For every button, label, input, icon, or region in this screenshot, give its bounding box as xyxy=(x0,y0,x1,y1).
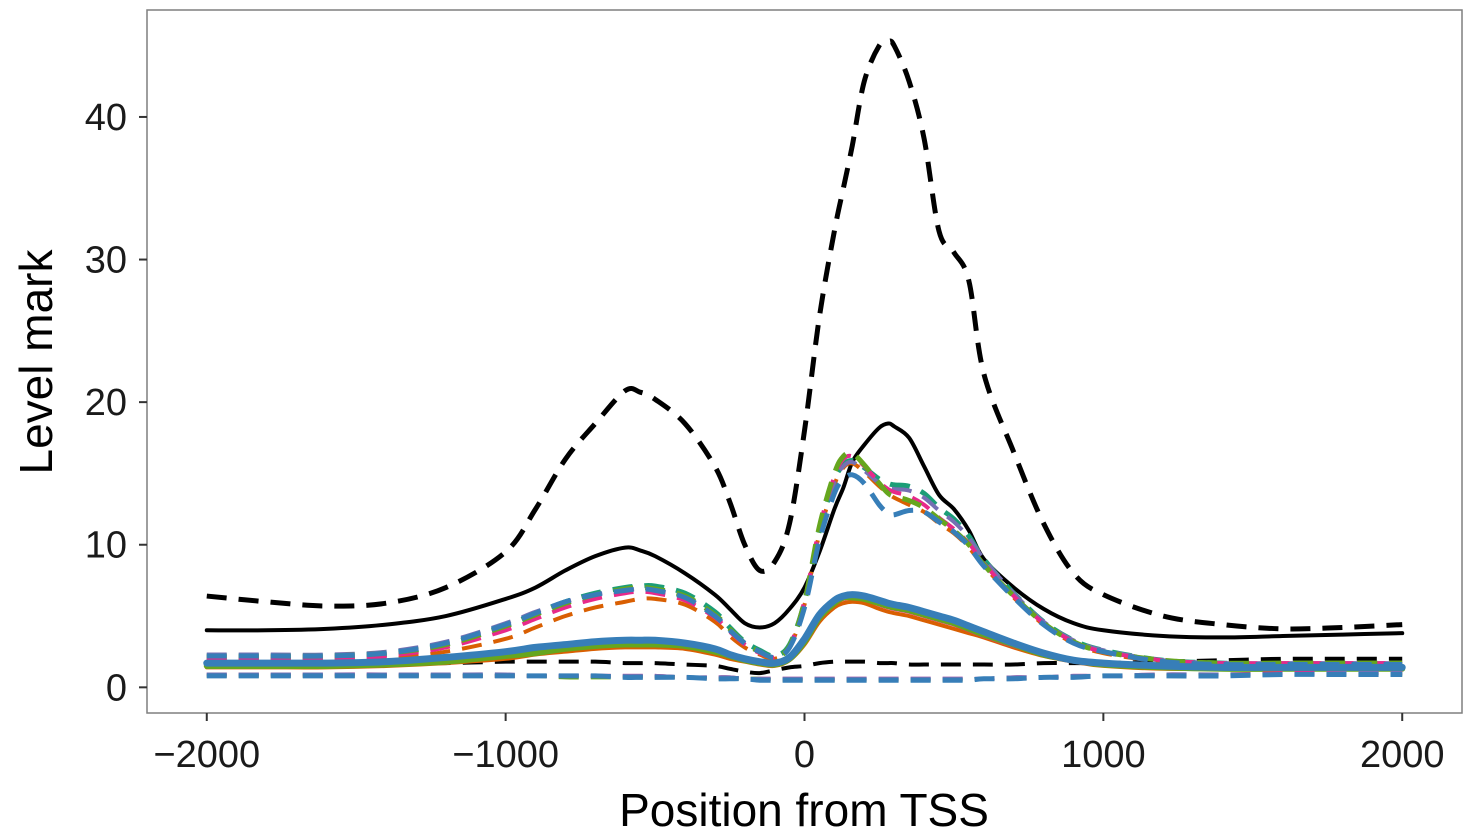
series-line-17 xyxy=(206,671,1403,683)
x-tick-label: 0 xyxy=(794,734,815,776)
x-tick-label: 2000 xyxy=(1360,734,1445,776)
y-tick-label: 40 xyxy=(85,97,127,139)
series-line-2 xyxy=(204,421,1405,640)
series-line-13 xyxy=(203,591,1406,671)
x-axis-title: Position from TSS xyxy=(619,784,989,832)
x-tick-label: −1000 xyxy=(452,734,559,776)
x-tick-label: −2000 xyxy=(153,734,260,776)
x-axis: −2000 −1000 0 1000 2000 xyxy=(153,713,1445,776)
y-tick-label: 10 xyxy=(85,525,127,567)
series-line-1 xyxy=(206,38,1403,632)
y-axis: 0 10 20 30 40 xyxy=(85,97,147,709)
series-line-9 xyxy=(206,472,1403,668)
y-tick-label: 0 xyxy=(106,667,127,709)
plot-background xyxy=(147,10,1463,713)
y-tick-label: 30 xyxy=(85,240,127,282)
x-tick-label: 1000 xyxy=(1061,734,1146,776)
series-line-3 xyxy=(206,656,1403,676)
y-axis-title: Level mark xyxy=(10,249,62,475)
y-tick-label: 20 xyxy=(85,382,127,424)
series-line-7 xyxy=(206,453,1403,666)
series-layer xyxy=(203,38,1406,683)
